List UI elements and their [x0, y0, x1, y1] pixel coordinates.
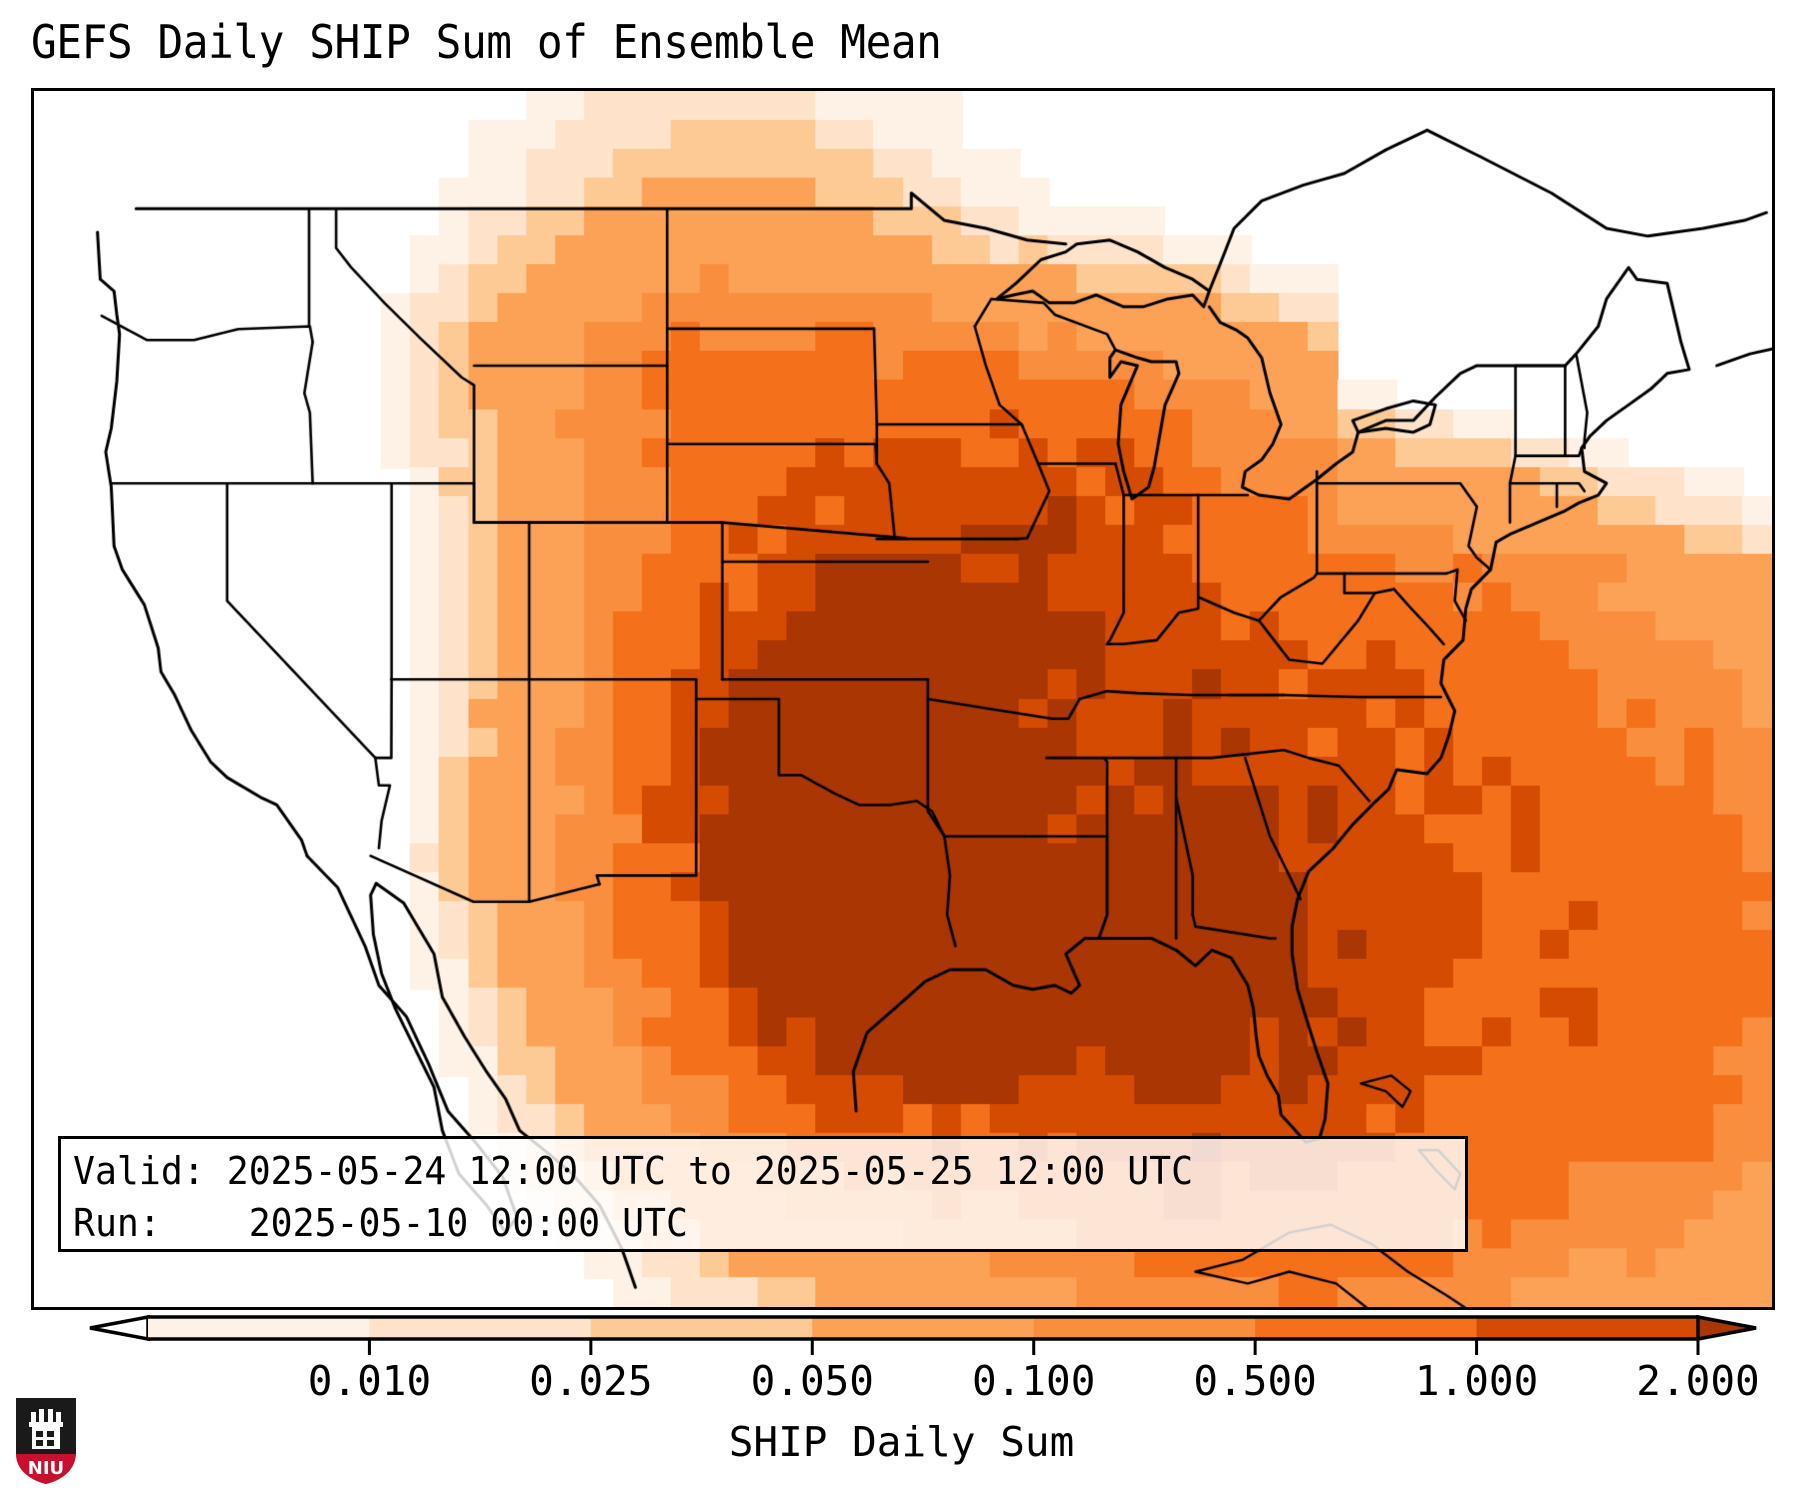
ship-heatmap-canvas	[34, 91, 1772, 1307]
colorbar-tick-7: 2.000	[1636, 1357, 1760, 1405]
colorbar	[31, 1313, 1775, 1355]
niu-logo-text: NIU	[28, 1458, 64, 1479]
run-time-line: Run: 2025-05-10 00:00 UTC	[73, 1201, 688, 1245]
page-title: GEFS Daily SHIP Sum of Ensemble Mean	[31, 15, 942, 69]
valid-time-line: Valid: 2025-05-24 12:00 UTC to 2025-05-2…	[73, 1149, 1194, 1193]
colorbar-tick-6: 1.000	[1414, 1357, 1539, 1405]
colorbar-tick-4: 0.100	[971, 1357, 1096, 1405]
colorbar-tick-5: 0.500	[1193, 1357, 1317, 1405]
colorbar-axis-label: SHIP Daily Sum	[728, 1418, 1075, 1466]
colorbar-tick-1: 0.010	[307, 1357, 432, 1405]
niu-logo-icon: NIU	[16, 1398, 76, 1484]
colorbar-svg	[89, 1314, 1757, 1355]
map-panel	[31, 88, 1775, 1310]
colorbar-tick-2: 0.025	[529, 1357, 653, 1405]
forecast-info-box: Valid: 2025-05-24 12:00 UTC to 2025-05-2…	[58, 1136, 1468, 1252]
colorbar-tick-3: 0.050	[750, 1357, 874, 1405]
